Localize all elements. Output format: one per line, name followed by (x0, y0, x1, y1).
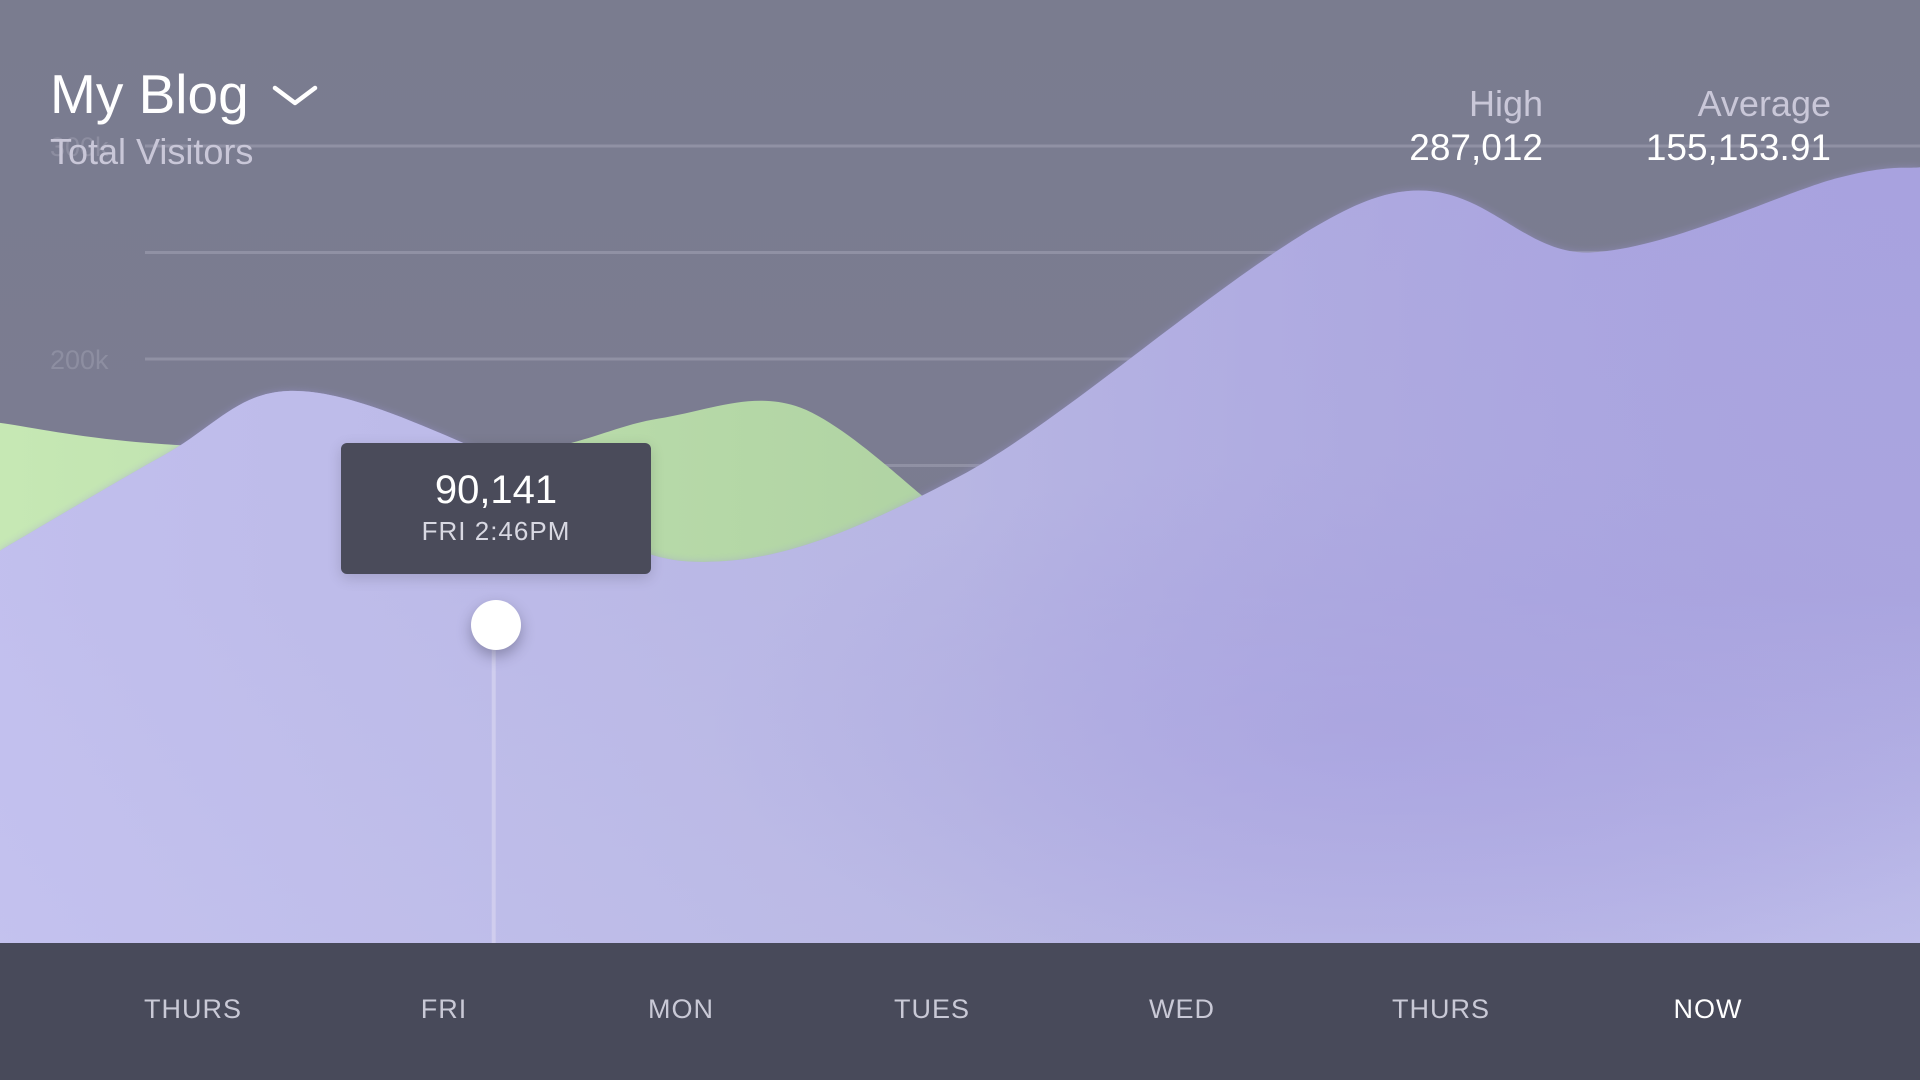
tooltip-time: FRI 2:46PM (421, 516, 571, 546)
y-tick-label: 200k (50, 345, 109, 375)
blog-title: My Blog (50, 63, 249, 125)
title-row: My Blog (50, 62, 319, 126)
average-label: Average (1697, 83, 1831, 124)
high-value: 287,012 (1409, 127, 1543, 168)
x-tick-tues[interactable]: TUES (893, 994, 971, 1024)
tooltip-value: 90,141 (434, 468, 558, 512)
chevron-down-icon (272, 85, 317, 106)
x-axis-bar: THURS FRI MON TUES WED THURS NOW (0, 943, 1920, 1080)
scrubber-handle[interactable] (471, 600, 521, 650)
blog-selector-button[interactable] (271, 81, 319, 111)
series-area-primary-depth (0, 167, 1920, 943)
x-tick-wed[interactable]: WED (1149, 994, 1215, 1024)
chart-subtitle: Total Visitors (50, 131, 254, 172)
value-tooltip: 90,141 FRI 2:46PM (341, 443, 651, 574)
x-tick-thurs[interactable]: THURS (1392, 994, 1490, 1024)
y-tick-label: 300k (50, 132, 109, 162)
y-tick-labels: 300k 200k (50, 132, 109, 375)
average-value: 155,153.91 (1645, 127, 1831, 168)
area-chart: 300k 200k (0, 132, 1920, 943)
x-tick-mon[interactable]: MON (648, 994, 714, 1024)
average-stat: Average 155,153.91 (1646, 82, 1831, 170)
x-tick-fri[interactable]: FRI (420, 994, 468, 1024)
chart-header: My Blog Total Visitors (50, 62, 319, 174)
x-tick-now[interactable]: NOW (1673, 994, 1743, 1024)
series-areas (0, 167, 1920, 943)
x-tick-thurs[interactable]: THURS (144, 994, 242, 1024)
high-stat: High 287,012 (1409, 82, 1543, 170)
high-label: High (1468, 83, 1543, 124)
